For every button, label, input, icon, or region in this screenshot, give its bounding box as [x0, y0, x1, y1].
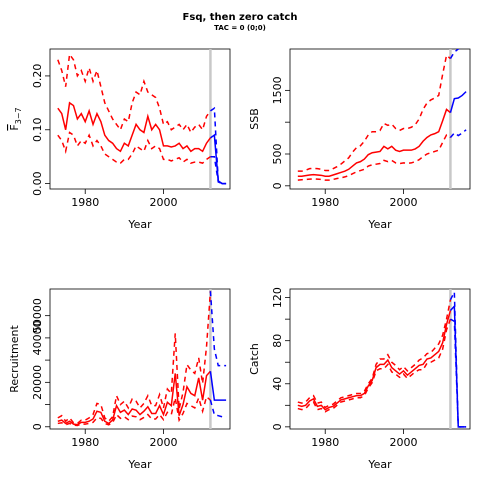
historical-median-line [57, 101, 212, 153]
plot-frame [49, 288, 231, 430]
y-tick-label: 0 [271, 423, 284, 430]
plot-frame [49, 48, 231, 190]
projection-median-line [449, 304, 467, 428]
series-group [297, 289, 467, 429]
y-axis-label: Recruitment [8, 325, 21, 393]
y-tick-label: 0.00 [31, 171, 44, 196]
historical-upper-line [297, 53, 451, 172]
historical-lower-line [57, 131, 211, 164]
figure-title: Fsq, then zero catch [183, 12, 298, 23]
x-tick-label: 2000 [389, 436, 417, 449]
chart-panel-top-left: 1980 2000 0.00 0.10 0.20 Year F3−7 [8, 48, 231, 231]
x-tick-label: 2000 [149, 436, 177, 449]
y-tick-label: 40000 [31, 320, 44, 355]
projection-lower-line [210, 155, 227, 185]
series-group [57, 289, 227, 429]
y-tick-label: 40 [271, 377, 284, 391]
historical-median-line [297, 108, 451, 178]
chart-panel-top-right: 1980 2000 0 500 1500 Year SSB [248, 48, 471, 231]
projection-median-line [449, 91, 467, 113]
historical-lower-line [57, 395, 211, 427]
x-axis-label: Year [367, 458, 392, 471]
figure-subtitle: TAC = 0 (0;0) [214, 24, 266, 32]
x-tick-label: 1980 [311, 196, 339, 209]
x-tick-label: 1980 [71, 196, 99, 209]
y-tick-label: 80 [271, 334, 284, 348]
projection-lower-line [449, 129, 467, 138]
plot-frame [289, 48, 471, 190]
y-tick-label: 0.10 [31, 118, 44, 143]
historical-lower-line [297, 318, 452, 413]
projection-upper-line [209, 291, 227, 367]
y-tick-label: 120 [271, 287, 284, 308]
historical-median-line [57, 370, 211, 426]
series-group [57, 49, 227, 189]
y-tick-label: 0.20 [31, 64, 44, 89]
y-tick-label: 1500 [271, 76, 284, 104]
x-tick-label: 2000 [149, 196, 177, 209]
y-axis-label: F3−7 [8, 107, 23, 130]
plot-frame [289, 288, 471, 430]
historical-upper-line [57, 52, 212, 134]
y-tick-label: 20000 [31, 365, 44, 400]
y-axis-label: SSB [248, 108, 261, 130]
y-axis-label: Catch [248, 343, 261, 375]
y-tick-label: 0 [31, 423, 44, 430]
y-tick-label: 500 [271, 144, 284, 165]
historical-upper-line [57, 291, 212, 425]
projection-upper-line [449, 49, 460, 59]
x-axis-label: Year [367, 218, 392, 231]
y-axis-label-main: Recruitment [8, 325, 21, 393]
x-tick-label: 2000 [389, 196, 417, 209]
projection-median-line [210, 133, 227, 185]
projection-median-line [209, 371, 227, 401]
projection-lower-line [209, 399, 227, 418]
series-group [297, 49, 467, 189]
y-tick-label: 0 [271, 182, 284, 189]
y-axis-label-main: F [8, 124, 21, 130]
x-tick-label: 1980 [71, 436, 99, 449]
chart-panel-bottom-right: 1980 2000 0 40 80 120 Year Catch [248, 287, 471, 471]
historical-upper-line [297, 299, 452, 409]
x-axis-label: Year [127, 458, 152, 471]
y-tick-label: 50000 [31, 298, 44, 333]
x-axis-label: Year [127, 218, 152, 231]
x-tick-label: 1980 [311, 436, 339, 449]
historical-median-line [297, 310, 452, 411]
historical-lower-line [297, 133, 451, 181]
y-axis-label-sub: 3−7 [14, 107, 23, 124]
y-axis-label-main: Catch [248, 343, 261, 375]
y-axis-label-main: SSB [248, 108, 261, 130]
